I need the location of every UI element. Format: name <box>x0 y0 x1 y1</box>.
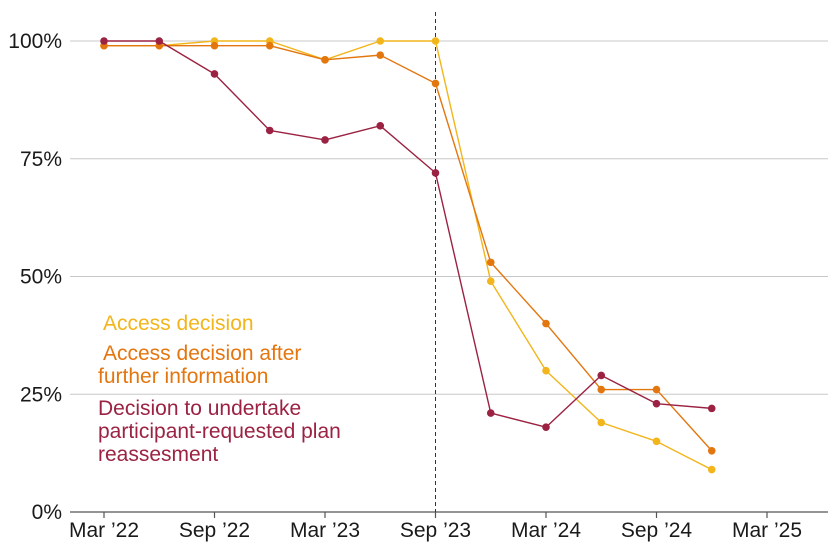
legend-entry-line: reassesment <box>98 443 218 466</box>
series-2-point <box>486 258 495 267</box>
series-2-point <box>652 385 661 394</box>
series-3-point <box>652 399 661 408</box>
series-1-point <box>542 366 550 375</box>
legend-entry-1: Access decision <box>103 312 254 335</box>
series-2-point <box>542 319 550 328</box>
series-group <box>100 37 716 474</box>
x-tick-label: Mar ’22 <box>69 519 139 542</box>
y-tick-label: 25% <box>20 383 62 406</box>
series-2-point <box>376 51 385 59</box>
series-1-point <box>707 465 716 474</box>
series-2-point <box>597 385 606 394</box>
series-3-point <box>486 409 495 417</box>
legend-entry-line: participant-requested plan <box>98 420 341 443</box>
y-tick-label: 0% <box>32 501 62 524</box>
series-line-2 <box>104 45 713 452</box>
x-tick-label: Mar ’23 <box>290 519 360 542</box>
series-3-point <box>542 423 550 432</box>
legend-entry-3: Decision to undertake participant-request… <box>98 397 341 466</box>
series-2-point <box>707 446 716 455</box>
series-1-point <box>597 418 606 427</box>
series-3-point <box>100 37 108 45</box>
series-1-point <box>431 37 440 45</box>
series-3-point <box>210 70 219 78</box>
legend: Access decision Access decision after furt… <box>98 312 341 466</box>
legend-entry-2: Access decision after further information <box>98 342 301 388</box>
legend-entry-line: Decision to undertake <box>98 397 301 420</box>
x-tick-label: Mar ’24 <box>511 519 581 542</box>
series-3-point <box>265 126 274 135</box>
series-3-point <box>431 169 440 177</box>
series-2-point <box>210 41 219 50</box>
x-tick-label: Mar ’25 <box>732 519 802 542</box>
y-tick-label: 75% <box>20 148 62 171</box>
legend-entry-line: Access decision after <box>103 342 301 365</box>
series-2-point <box>431 79 440 88</box>
y-tick-label: 100% <box>8 30 62 53</box>
x-tick-label: Sep ’22 <box>179 519 250 542</box>
series-3-point <box>155 37 164 45</box>
series-2-point <box>265 41 274 50</box>
series-3-point <box>376 121 385 130</box>
series-line-1 <box>104 40 713 471</box>
series-3-point <box>707 404 716 413</box>
series-1-point <box>376 37 385 45</box>
series-1-point <box>652 437 661 446</box>
y-axis-tick-labels: 0% 25% 50% 75% 100% <box>8 30 62 524</box>
x-tick-label: Sep ’23 <box>400 519 471 542</box>
series-3-point <box>597 371 606 380</box>
series-3-point <box>321 136 329 144</box>
series-1-point <box>486 277 495 286</box>
x-axis: Mar ’22 Sep ’22 Mar ’23 Sep ’23 Mar ’24 Sep ’… <box>69 511 828 542</box>
gridlines <box>70 40 828 395</box>
legend-entry-line: Access decision <box>103 312 254 335</box>
y-tick-label: 50% <box>20 266 62 289</box>
legend-entry-line: further information <box>98 365 268 388</box>
series-2-point <box>321 56 329 64</box>
x-tick-label: Sep ’24 <box>621 519 693 542</box>
series-line-3 <box>104 40 712 428</box>
